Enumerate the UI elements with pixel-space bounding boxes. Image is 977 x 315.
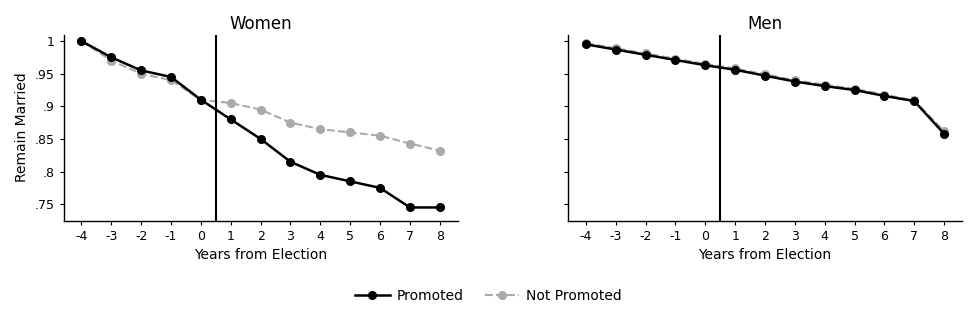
Title: Women: Women: [230, 15, 292, 33]
Y-axis label: Remain Married: Remain Married: [15, 73, 29, 182]
Title: Men: Men: [747, 15, 783, 33]
X-axis label: Years from Election: Years from Election: [699, 248, 831, 262]
X-axis label: Years from Election: Years from Election: [194, 248, 327, 262]
Legend: Promoted, Not Promoted: Promoted, Not Promoted: [350, 283, 627, 308]
